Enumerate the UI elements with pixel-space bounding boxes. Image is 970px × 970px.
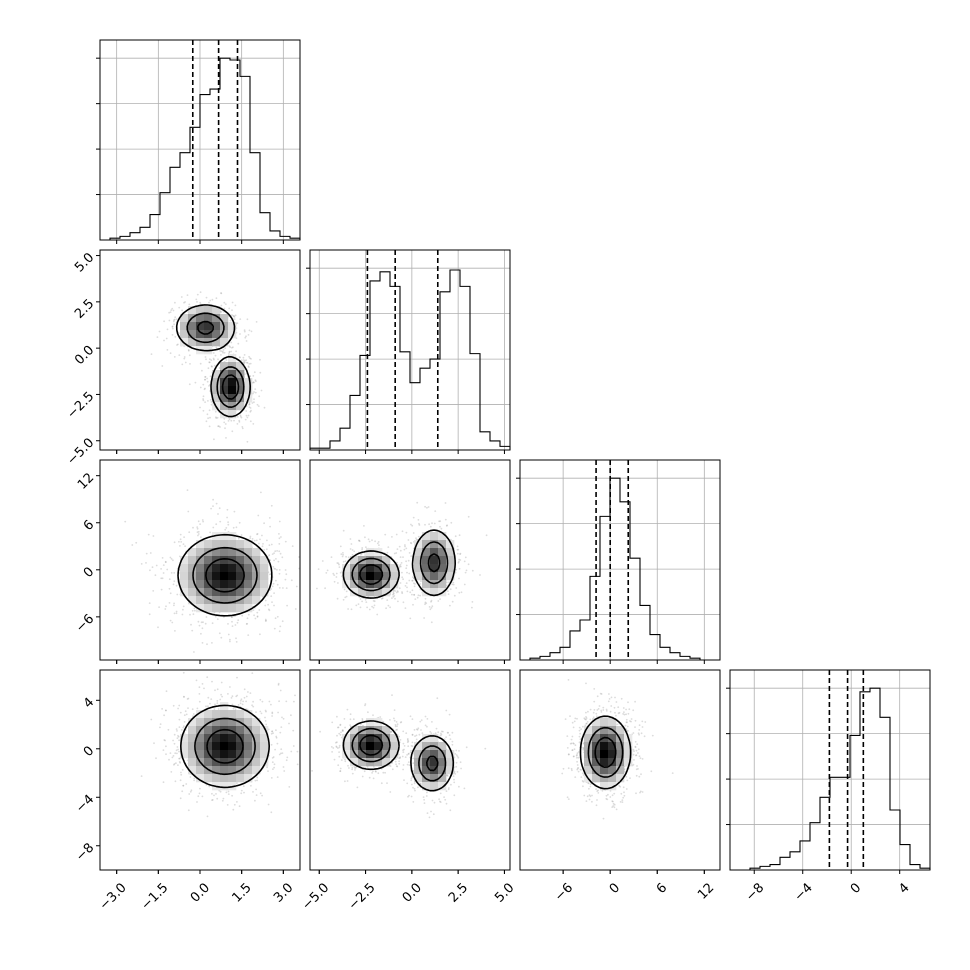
y-tick-label: 5.0 [72, 250, 97, 275]
y-tick-label: 4 [81, 695, 97, 711]
x-tick-label: 0.0 [188, 880, 213, 905]
y-tick-label: −4 [73, 792, 97, 816]
contour-level-1 [192, 546, 258, 604]
contour-level-1 [194, 717, 256, 776]
density-layer [561, 679, 674, 820]
contour-level-0 [342, 529, 456, 599]
contour-level-1 [351, 541, 449, 592]
y-tick-label: 0 [81, 565, 97, 581]
panel-frame [519, 669, 721, 871]
x-tick-label: −2.5 [346, 880, 379, 913]
x-tick-label: 3.0 [271, 880, 296, 905]
x-tick-label: 5.0 [492, 880, 517, 905]
x-tick-label: −6 [552, 880, 576, 904]
density-layer [311, 694, 487, 819]
y-tick-label: −8 [73, 840, 97, 864]
contour-level-1 [186, 312, 245, 408]
x-tick-label: 1.5 [229, 880, 254, 905]
panel-frame [309, 669, 511, 871]
x-tick-label: 12 [695, 880, 717, 902]
x-tick-label: −8 [743, 880, 767, 904]
y-tick-label: 6 [81, 517, 97, 533]
panel-frame [729, 669, 931, 871]
scatter-panel-3-1 [309, 669, 511, 871]
y-tick-label: 0 [81, 743, 97, 759]
x-tick-label: −3.0 [97, 880, 130, 913]
scatter-panel-2-0 [99, 459, 301, 661]
contour-level-2 [359, 553, 441, 585]
histogram-panel-3 [726, 669, 931, 871]
panel-frame [309, 249, 511, 451]
x-tick-label: 0.0 [400, 880, 425, 905]
y-tick-label: −5.0 [64, 435, 97, 468]
x-tick-label: −4 [792, 880, 816, 904]
x-tick-label: 0 [607, 880, 623, 896]
density-layer [150, 291, 266, 443]
contour-level-0 [175, 304, 251, 418]
y-tick-label: 12 [75, 470, 97, 492]
x-tick-label: −1.5 [138, 880, 171, 913]
contour-level-2 [197, 320, 240, 400]
x-tick-label: 0 [848, 880, 864, 896]
density-layer [140, 671, 299, 818]
contour-level-2 [206, 728, 244, 764]
histogram-step-0 [100, 57, 301, 241]
panel-frame [309, 459, 511, 661]
histogram-step-2 [520, 477, 720, 661]
density-blocks [180, 532, 269, 613]
density-layer [124, 489, 300, 653]
x-tick-label: −5.0 [299, 880, 332, 913]
x-tick-label: 6 [654, 880, 670, 896]
contour-level-0 [342, 720, 455, 792]
scatter-panel-1-0 [99, 249, 301, 451]
histogram-panel-1 [306, 249, 511, 451]
contour-level-2 [359, 734, 439, 772]
contour-level-2 [205, 558, 245, 593]
density-layer [316, 501, 488, 624]
y-tick-label: 2.5 [72, 297, 97, 322]
contour-level-1 [351, 727, 447, 782]
scatter-points [316, 501, 488, 624]
contour-level-0 [579, 715, 632, 790]
scatter-panel-3-2 [519, 669, 721, 871]
contour-level-0 [177, 533, 273, 617]
x-tick-label: 4 [896, 880, 912, 896]
contour-level-0 [180, 704, 270, 789]
scatter-panel-2-1 [309, 459, 511, 661]
histogram-panel-0 [96, 39, 301, 241]
scatter-points [311, 694, 487, 819]
contour-level-1 [587, 726, 624, 778]
y-tick-label: −6 [73, 612, 97, 636]
panel-frame [519, 459, 721, 661]
y-tick-label: 0.0 [72, 343, 97, 368]
y-tick-label: −2.5 [64, 389, 97, 422]
x-tick-label: 2.5 [446, 880, 471, 905]
scatter-panel-3-0 [99, 669, 301, 871]
histogram-panel-2 [516, 459, 721, 661]
contour-level-2 [594, 736, 617, 768]
histogram-step-1 [309, 269, 511, 450]
